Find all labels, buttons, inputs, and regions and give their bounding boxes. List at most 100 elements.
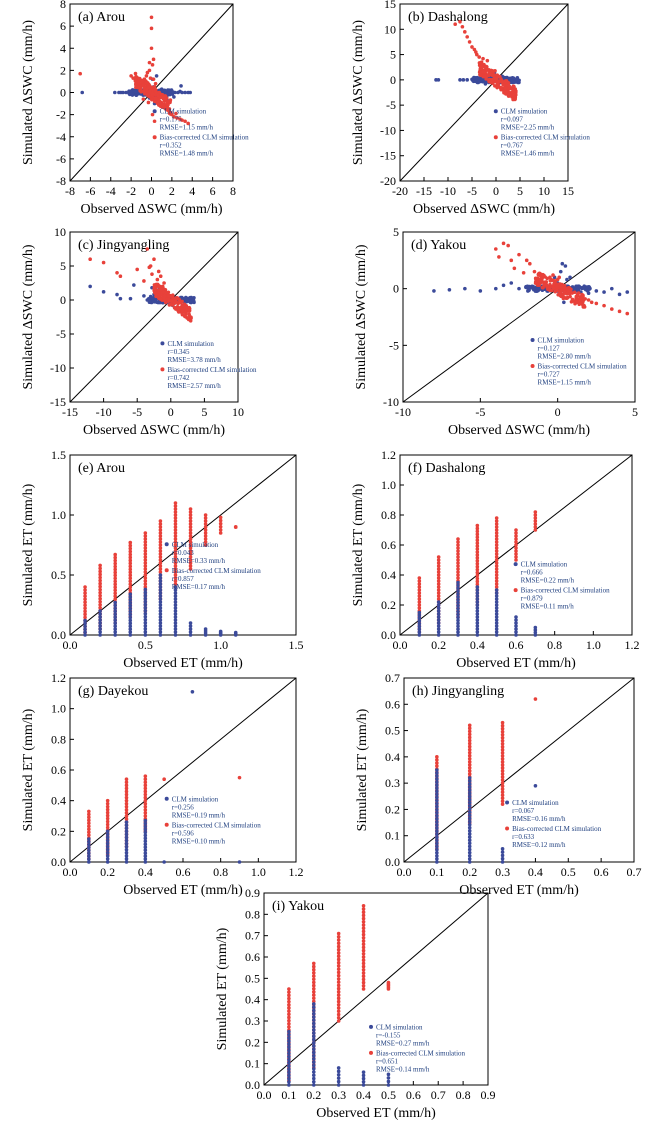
legend-rmse: RMSE=0.10 mm/h	[172, 837, 226, 845]
clm-point	[361, 1080, 366, 1084]
clm-point	[500, 860, 505, 864]
clm-point	[610, 286, 614, 291]
clm-point	[287, 1061, 291, 1065]
clm-point	[436, 618, 441, 622]
bias-corrected-point	[98, 566, 102, 571]
clm-point	[585, 285, 589, 289]
x-tick-label: 0.2	[462, 865, 477, 879]
bias-corrected-point	[336, 986, 341, 991]
clm-point	[494, 286, 498, 291]
bias-corrected-point	[105, 822, 110, 827]
bias-corrected-point	[83, 606, 87, 611]
bias-corrected-point	[361, 926, 366, 930]
bias-corrected-point	[124, 792, 129, 797]
bias-corrected-point	[218, 531, 223, 535]
clm-point	[158, 597, 163, 601]
bias-corrected-point	[98, 569, 102, 574]
bias-corrected-point	[311, 977, 316, 982]
legend-rmse: RMSE=0.16 mm/h	[512, 815, 566, 823]
bias-corrected-point	[336, 1019, 341, 1023]
bias-corrected-point	[128, 588, 133, 593]
bias-corrected-point	[494, 576, 499, 580]
bias-corrected-point	[361, 952, 366, 956]
clm-point	[143, 833, 148, 838]
clm-point	[143, 621, 148, 625]
clm-point	[287, 1042, 291, 1047]
bias-corrected-point	[435, 764, 439, 768]
clm-point	[311, 1066, 316, 1071]
x-tick-label: 0.0	[393, 638, 408, 652]
bias-corrected-point	[311, 980, 316, 985]
bias-corrected-point	[475, 573, 480, 578]
y-tick-label: 6	[60, 19, 66, 33]
y-tick-label: 0.6	[385, 697, 400, 711]
clm-point	[361, 1083, 366, 1087]
legend-label: CLM simulation	[172, 541, 219, 549]
bias-corrected-point	[237, 775, 242, 780]
x-tick-label: 0.4	[470, 638, 485, 652]
clm-point	[143, 854, 148, 858]
bias-corrected-point	[536, 276, 540, 280]
bias-corrected-point	[146, 100, 151, 105]
bias-corrected-point	[188, 537, 193, 541]
clm-point	[475, 606, 480, 610]
bias-corrected-point	[98, 584, 102, 589]
bias-corrected-point	[143, 558, 148, 562]
clm-point	[494, 588, 499, 592]
bias-corrected-point	[475, 541, 480, 545]
clm-point	[311, 1024, 316, 1029]
legend-rmse: RMSE=1.48 mm/h	[160, 150, 214, 158]
legend-rmse: RMSE=0.19 mm/h	[172, 811, 226, 819]
one-to-one-line	[69, 231, 239, 403]
bias-corrected-point	[458, 19, 462, 24]
clm-point	[128, 604, 133, 608]
legend-rmse: RMSE=0.22 mm/h	[521, 577, 575, 585]
bias-corrected-point	[506, 93, 510, 97]
legend-label: Bias-corrected CLM simulation	[172, 821, 262, 829]
clm-point	[456, 604, 460, 608]
bias-corrected-point	[167, 298, 172, 303]
bias-corrected-point	[124, 777, 129, 781]
chart-panel-5: 0.0 0.5 1.0 1.5 0.0 0.5 1.0 1.5 Observed ET (mm/…	[21, 448, 304, 671]
y-tick-label: 0.7	[245, 929, 260, 943]
bias-corrected-point	[143, 534, 148, 538]
x-tick-label: 5	[632, 405, 638, 419]
clm-point	[456, 624, 460, 629]
bias-corrected-point	[475, 535, 480, 540]
bias-corrected-point	[177, 310, 181, 314]
y-tick-label: 0.4	[245, 993, 260, 1007]
bias-corrected-point	[456, 537, 460, 541]
bias-corrected-point	[453, 22, 458, 27]
bias-corrected-point	[500, 775, 505, 779]
bias-corrected-point	[311, 993, 316, 997]
bias-corrected-point	[162, 96, 167, 100]
legend-r: r=0.767	[501, 142, 524, 150]
bias-corrected-point	[336, 938, 341, 942]
y-tick-label: 0.2	[51, 824, 66, 838]
bias-corrected-point	[143, 540, 148, 544]
bias-corrected-point	[589, 300, 594, 305]
clm-point	[386, 1076, 391, 1080]
clm-point	[311, 1054, 316, 1058]
bias-corrected-point	[500, 732, 505, 737]
clm-point	[471, 78, 475, 83]
bias-corrected-point	[143, 567, 148, 571]
clm-point	[158, 573, 163, 577]
clm-point	[494, 618, 499, 622]
y-tick-label: 1.2	[51, 671, 66, 685]
clm-point	[311, 1002, 316, 1006]
bias-corrected-point	[494, 546, 499, 550]
bias-corrected-point	[361, 910, 366, 914]
clm-point	[435, 832, 439, 837]
bias-corrected-point	[203, 534, 208, 538]
clm-point	[311, 1041, 316, 1045]
y-tick-label: 0.0	[385, 855, 400, 869]
bias-corrected-point	[158, 558, 163, 562]
x-tick-label: 0.2	[100, 865, 115, 879]
x-tick-label: -5	[132, 405, 142, 419]
x-tick-label: 0.4	[528, 865, 543, 879]
clm-point	[143, 593, 148, 598]
clm-point	[435, 777, 439, 781]
legend-rmse: RMSE=2.25 mm/h	[501, 124, 555, 132]
